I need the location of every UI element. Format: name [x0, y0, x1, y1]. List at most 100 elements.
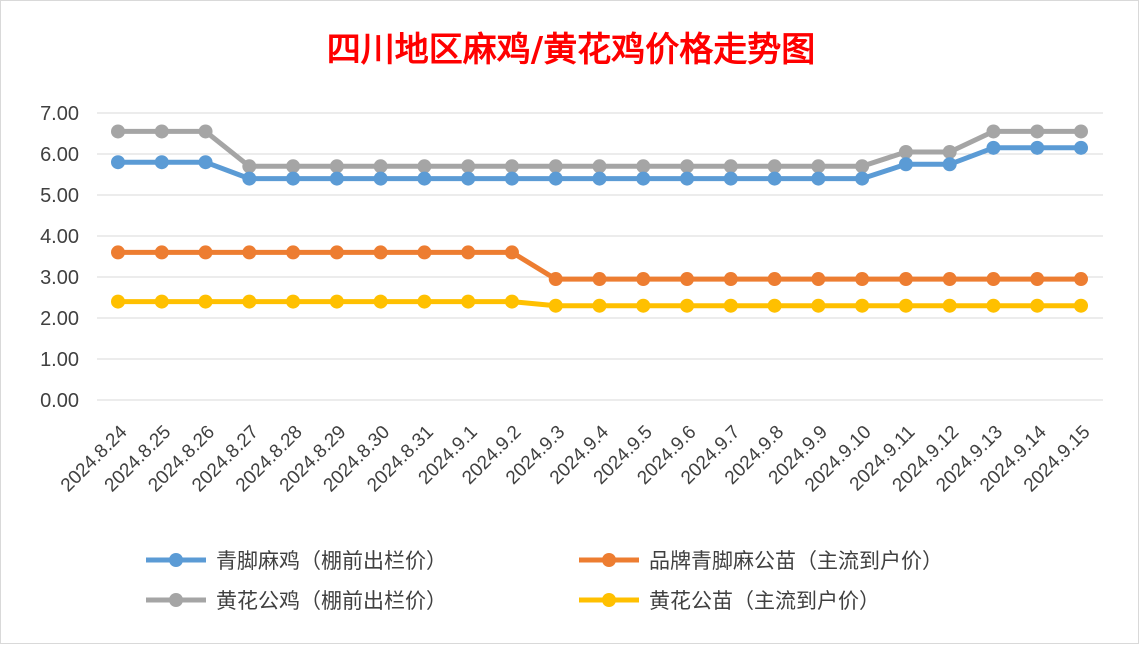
data-point — [198, 245, 213, 260]
data-point — [417, 171, 432, 186]
data-point — [986, 298, 1001, 313]
data-point — [1074, 124, 1088, 139]
data-point — [504, 171, 519, 186]
data-point — [242, 245, 257, 260]
y-tick-label: 4.00 — [40, 226, 79, 248]
data-point — [111, 294, 125, 309]
data-point — [461, 294, 476, 309]
data-point — [1074, 140, 1088, 155]
x-axis-ticks: 2024.8.242024.8.252024.8.262024.8.272024… — [57, 421, 1095, 496]
y-tick-label: 2.00 — [40, 308, 79, 330]
data-point — [723, 171, 738, 186]
data-point — [329, 245, 344, 260]
legend-label: 黄花公苗（主流到户价） — [649, 589, 880, 613]
legend-swatch-marker — [602, 553, 616, 567]
data-point — [942, 144, 957, 159]
data-point — [154, 155, 169, 170]
data-point — [1074, 298, 1088, 313]
data-point — [811, 298, 826, 313]
data-point — [417, 159, 432, 174]
legend-label: 品牌青脚麻公苗（主流到户价） — [649, 549, 943, 573]
data-point — [548, 159, 563, 174]
data-point — [942, 298, 957, 313]
y-tick-label: 6.00 — [40, 144, 79, 166]
data-point — [811, 171, 826, 186]
data-point — [373, 245, 388, 260]
data-point — [504, 245, 519, 260]
data-point — [767, 171, 782, 186]
data-point — [198, 155, 213, 170]
legend-swatch-marker — [169, 593, 183, 607]
data-point — [855, 272, 870, 287]
data-point — [986, 272, 1001, 287]
data-point — [373, 294, 388, 309]
data-point — [723, 298, 738, 313]
data-point — [111, 155, 125, 170]
data-point — [242, 294, 257, 309]
data-point — [680, 171, 695, 186]
data-point — [198, 124, 213, 139]
data-point — [1074, 272, 1088, 287]
legend-swatch-marker — [602, 593, 616, 607]
data-point — [111, 245, 125, 260]
data-point — [329, 159, 344, 174]
data-point — [898, 144, 913, 159]
data-point — [548, 272, 563, 287]
data-point — [855, 298, 870, 313]
y-axis-ticks: 0.00 1.00 2.00 3.00 4.00 5.00 6.00 7.00 — [40, 103, 79, 412]
data-point — [767, 272, 782, 287]
data-point — [811, 159, 826, 174]
data-point — [417, 245, 432, 260]
data-point — [504, 159, 519, 174]
data-point — [1030, 124, 1045, 139]
data-point — [592, 298, 607, 313]
chart-title: 四川地区麻鸡/黄花鸡价格走势图 — [327, 30, 815, 70]
data-point — [855, 159, 870, 174]
data-point — [636, 171, 651, 186]
grid-layer — [97, 112, 1103, 401]
data-point — [198, 294, 213, 309]
data-point — [417, 294, 432, 309]
data-point — [898, 272, 913, 287]
data-point — [286, 245, 301, 260]
data-point — [329, 294, 344, 309]
series-layer — [111, 124, 1088, 313]
data-point — [986, 140, 1001, 155]
data-point — [111, 124, 125, 139]
data-point — [811, 272, 826, 287]
data-point — [242, 171, 257, 186]
data-point — [898, 157, 913, 172]
series-2 — [111, 245, 1088, 287]
data-point — [548, 298, 563, 313]
data-point — [329, 171, 344, 186]
data-point — [986, 124, 1001, 139]
data-point — [286, 294, 301, 309]
data-point — [548, 171, 563, 186]
legend-item: 黄花公苗（主流到户价） — [579, 589, 880, 613]
data-point — [942, 157, 957, 172]
legend-item: 品牌青脚麻公苗（主流到户价） — [579, 549, 943, 573]
data-point — [636, 272, 651, 287]
data-point — [942, 272, 957, 287]
legend-label: 黄花公鸡（棚前出栏价） — [216, 589, 447, 613]
y-tick-label: 7.00 — [40, 103, 79, 125]
data-point — [286, 159, 301, 174]
data-point — [1030, 140, 1045, 155]
data-point — [636, 159, 651, 174]
series-3 — [111, 124, 1088, 174]
data-point — [461, 245, 476, 260]
data-point — [855, 171, 870, 186]
legend-item: 青脚麻鸡（棚前出栏价） — [146, 549, 447, 573]
data-point — [1030, 272, 1045, 287]
y-tick-label: 0.00 — [40, 390, 79, 412]
data-point — [154, 245, 169, 260]
data-point — [373, 159, 388, 174]
data-point — [636, 298, 651, 313]
data-point — [680, 298, 695, 313]
data-point — [680, 159, 695, 174]
data-point — [592, 272, 607, 287]
series-1 — [111, 140, 1088, 186]
legend-item: 黄花公鸡（棚前出栏价） — [146, 589, 447, 613]
